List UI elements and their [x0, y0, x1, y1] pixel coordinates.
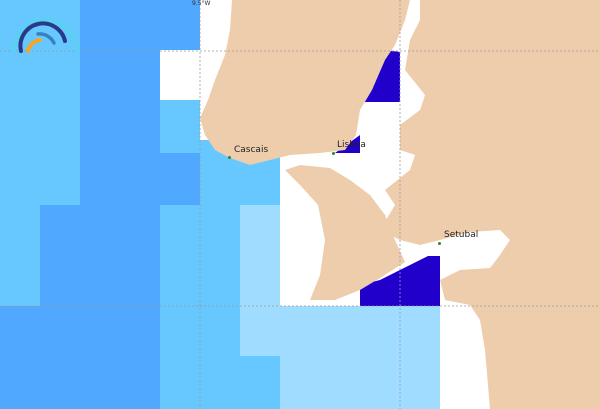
place-label-lisboa[interactable]: Lisboa: [337, 140, 366, 150]
land: [200, 0, 600, 409]
place-marker-cascais: [228, 156, 231, 159]
place-label-cascais[interactable]: Cascais: [234, 145, 269, 155]
place-marker-setubal: [438, 242, 441, 245]
wave-arc-logo: [12, 18, 78, 53]
place-marker-lisboa: [332, 152, 335, 155]
place-label-setubal[interactable]: Setubal: [444, 230, 479, 240]
longitude-label: 9.5°W: [192, 0, 211, 7]
